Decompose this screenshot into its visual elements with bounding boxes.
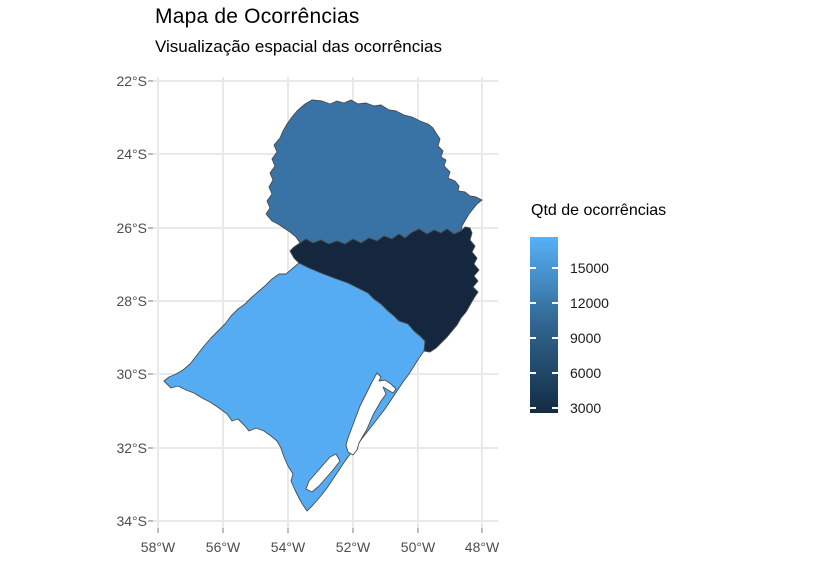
y-axis-tick [148, 153, 153, 155]
x-axis-tick [157, 528, 159, 533]
legend-colorbar-tick [552, 407, 558, 409]
x-axis-tick [287, 528, 289, 533]
x-axis-tick [222, 528, 224, 533]
y-axis-label-32s: 32°S [116, 440, 147, 456]
map-svg [163, 99, 483, 512]
gridline-vertical-58w [157, 77, 159, 528]
y-axis-tick [148, 520, 153, 522]
legend-label-3000: 3000 [570, 400, 602, 416]
y-axis-label-30s: 30°S [116, 366, 147, 382]
legend-colorbar-tick [552, 337, 558, 339]
y-axis-label-28s: 28°S [116, 293, 147, 309]
legend-colorbar-tick [530, 302, 536, 304]
x-axis-tick [481, 528, 483, 533]
y-axis-label-26s: 26°S [116, 220, 147, 236]
y-axis-label-22s: 22°S [116, 73, 147, 89]
legend-colorbar-tick [552, 372, 558, 374]
gridline-horizontal-34s [153, 520, 498, 522]
y-axis-label-34s: 34°S [116, 513, 147, 529]
x-axis-label-50w: 50°W [400, 539, 436, 555]
legend-colorbar-tick [530, 337, 536, 339]
lagoa-dos-patos [345, 372, 397, 456]
legend-label-15000: 15000 [570, 260, 609, 276]
y-axis-tick [148, 227, 153, 229]
x-axis-label-56w: 56°W [205, 539, 241, 555]
gridline-vertical-48w [481, 77, 483, 528]
page-subtitle: Visualização espacial das ocorrências [155, 37, 442, 56]
legend-colorbar-tick [552, 302, 558, 304]
plot-panel [153, 77, 498, 528]
y-axis-tick [148, 447, 153, 449]
legend-colorbar-tick [530, 267, 536, 269]
x-axis-label-52w: 52°W [335, 539, 371, 555]
legend-colorbar-tick [552, 267, 558, 269]
region-rio-grande-do-sul [163, 262, 426, 512]
y-axis-tick [148, 373, 153, 375]
x-axis-tick [352, 528, 354, 533]
gridline-horizontal-22s [153, 80, 498, 82]
x-axis-label-58w: 58°W [140, 539, 176, 555]
legend-colorbar-tick [530, 407, 536, 409]
y-axis-tick [148, 300, 153, 302]
legend-colorbar-tick [530, 372, 536, 374]
legend-label-6000: 6000 [570, 365, 602, 381]
y-axis-label-24s: 24°S [116, 146, 147, 162]
x-axis-label-54w: 54°W [270, 539, 306, 555]
x-axis-label-48w: 48°W [464, 539, 500, 555]
legend-label-12000: 12000 [570, 295, 609, 311]
page-title: Mapa de Ocorrências [155, 5, 360, 28]
gridline-vertical-56w [222, 77, 224, 528]
region-parana [265, 99, 483, 245]
lagoa-mirim [305, 453, 341, 493]
legend-label-9000: 9000 [570, 330, 602, 346]
x-axis-tick [417, 528, 419, 533]
legend-colorbar [530, 237, 558, 413]
y-axis-tick [148, 80, 153, 82]
legend-title: Qtd de ocorrências [531, 202, 667, 219]
